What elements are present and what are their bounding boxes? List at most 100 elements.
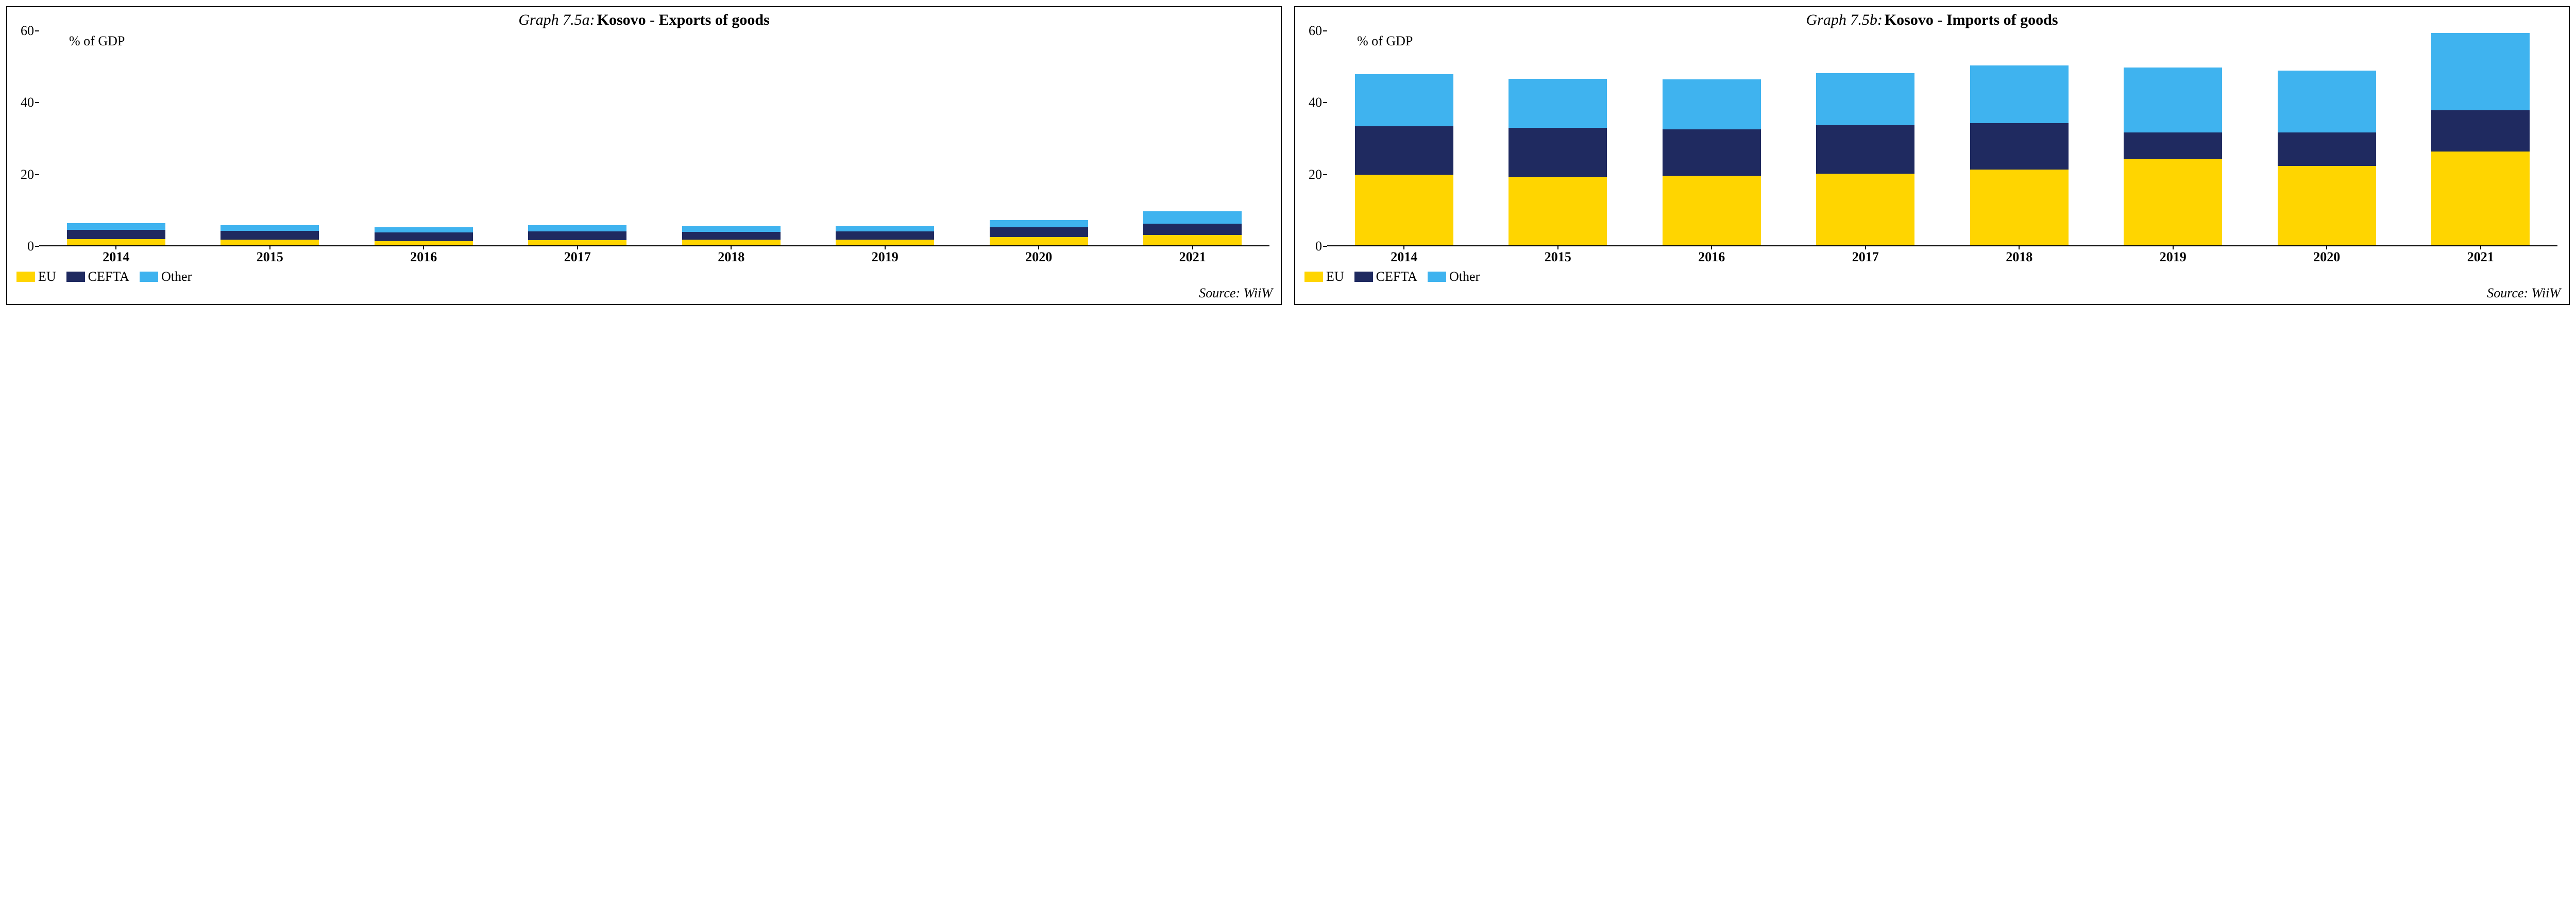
legend-label: EU — [1326, 269, 1344, 284]
bar-column — [654, 31, 808, 245]
y-tick-mark — [35, 102, 39, 103]
x-tick-mark — [1403, 245, 1404, 249]
legend-label: CEFTA — [88, 269, 129, 284]
y-tick-mark — [35, 30, 39, 31]
bar-segment-eu — [2431, 152, 2530, 245]
bar-segment-cefta — [1143, 224, 1242, 234]
bar-segment-other — [1509, 79, 1607, 128]
bar-stack — [67, 31, 165, 245]
bar-segment-cefta — [375, 232, 473, 241]
legend-swatch — [1304, 272, 1323, 282]
x-tick-mark — [423, 245, 424, 249]
x-tick-mark — [577, 245, 578, 249]
y-tick-label: 40 — [1309, 95, 1322, 110]
bar-column — [2404, 31, 2558, 245]
bar-stack — [2431, 31, 2530, 245]
legend-swatch — [1354, 272, 1373, 282]
bar-stack — [1509, 31, 1607, 245]
y-tick-mark — [1323, 246, 1327, 247]
bar-segment-other — [1663, 79, 1761, 129]
title-main: Kosovo - Imports of goods — [1885, 11, 2058, 28]
bar-segment-eu — [990, 237, 1088, 245]
bar-stack — [2278, 31, 2376, 245]
source-imports: Source: WiiW — [1302, 286, 2561, 301]
bar-segment-cefta — [528, 231, 626, 240]
bar-column — [2096, 31, 2250, 245]
bar-segment-eu — [1663, 176, 1761, 245]
bar-column — [1327, 31, 1481, 245]
bar-column — [501, 31, 655, 245]
legend-exports: EUCEFTAOther — [16, 269, 1274, 284]
y-axis-imports: 0204060 — [1302, 31, 1327, 246]
y-tick-mark — [1323, 174, 1327, 175]
chart-zone-imports: 0204060 % of GDP — [1302, 31, 2562, 246]
x-tick-mark — [2173, 245, 2174, 249]
bars-exports — [39, 31, 1269, 245]
bar-segment-cefta — [682, 232, 781, 240]
bar-segment-other — [836, 226, 934, 231]
y-tick-mark — [1323, 102, 1327, 103]
bar-segment-cefta — [2278, 132, 2376, 166]
bar-segment-cefta — [836, 231, 934, 240]
bar-segment-eu — [528, 240, 626, 245]
bar-stack — [1816, 31, 1914, 245]
bar-segment-other — [2431, 33, 2530, 110]
bar-segment-other — [1355, 74, 1453, 126]
bar-segment-eu — [1970, 170, 2069, 245]
bar-segment-eu — [221, 240, 319, 245]
bar-segment-eu — [682, 240, 781, 245]
x-labels-imports: 20142015201620172018201920202021 — [1327, 246, 2557, 265]
bar-segment-cefta — [2431, 110, 2530, 152]
legend-swatch — [66, 272, 85, 282]
bar-segment-other — [1970, 65, 2069, 123]
bar-segment-cefta — [990, 227, 1088, 237]
title-prefix: Graph 7.5b: — [1806, 11, 1882, 28]
bar-column — [808, 31, 962, 245]
legend-item-cefta: CEFTA — [66, 269, 129, 284]
x-tick-mark — [2480, 245, 2481, 249]
x-tick-mark — [1865, 245, 1866, 249]
bar-segment-cefta — [67, 230, 165, 239]
x-tick-mark — [1557, 245, 1558, 249]
bar-segment-other — [221, 225, 319, 231]
x-tick-mark — [269, 245, 270, 249]
legend-swatch — [16, 272, 35, 282]
title-main: Kosovo - Exports of goods — [597, 11, 770, 28]
legend-label: EU — [38, 269, 56, 284]
bar-stack — [682, 31, 781, 245]
y-tick-label: 0 — [27, 239, 34, 254]
panel-exports-title: Graph 7.5a: Kosovo - Exports of goods — [14, 11, 1274, 29]
x-labels-exports: 20142015201620172018201920202021 — [39, 246, 1269, 265]
panel-imports: Graph 7.5b: Kosovo - Imports of goods 02… — [1294, 6, 2570, 305]
x-tick-mark — [2019, 245, 2020, 249]
y-tick-label: 20 — [21, 167, 34, 182]
bar-stack — [1355, 31, 1453, 245]
bar-stack — [836, 31, 934, 245]
bar-segment-cefta — [2124, 132, 2222, 159]
bar-segment-cefta — [1816, 125, 1914, 174]
y-tick-mark — [1323, 30, 1327, 31]
bar-column — [193, 31, 347, 245]
chart-zone-exports: 0204060 % of GDP — [14, 31, 1274, 246]
bar-segment-eu — [1816, 174, 1914, 245]
bars-imports — [1327, 31, 2557, 245]
bar-segment-cefta — [1970, 123, 2069, 170]
bar-column — [962, 31, 1116, 245]
bar-segment-cefta — [1663, 129, 1761, 175]
y-tick-label: 40 — [21, 95, 34, 110]
bar-column — [1116, 31, 1270, 245]
y-axis-exports: 0204060 — [14, 31, 39, 246]
y-tick-label: 60 — [21, 23, 34, 39]
bar-segment-other — [2124, 68, 2222, 132]
bar-stack — [1663, 31, 1761, 245]
bar-segment-other — [2278, 71, 2376, 132]
legend-label: CEFTA — [1376, 269, 1417, 284]
bar-stack — [990, 31, 1088, 245]
x-tick-mark — [1711, 245, 1712, 249]
bar-column — [39, 31, 193, 245]
bar-segment-eu — [1509, 177, 1607, 245]
x-tick-mark — [885, 245, 886, 249]
bar-stack — [2124, 31, 2222, 245]
title-prefix: Graph 7.5a: — [518, 11, 595, 28]
bar-segment-eu — [1143, 235, 1242, 245]
